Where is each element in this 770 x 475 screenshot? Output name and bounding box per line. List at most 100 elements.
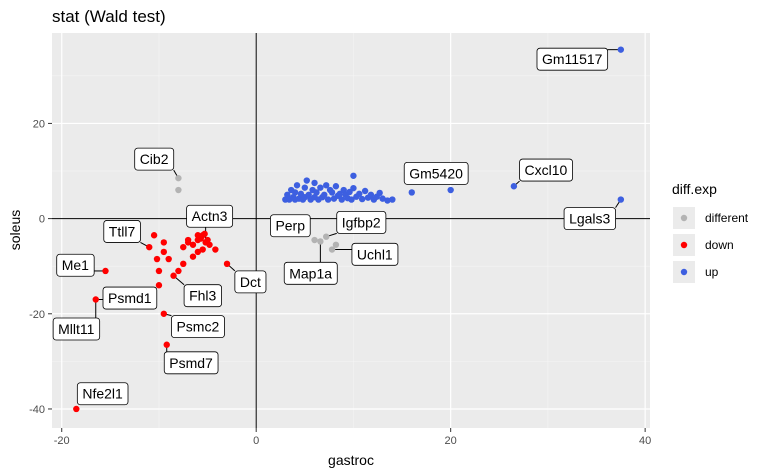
x-axis-title: gastroc [328,452,374,468]
label-box [536,47,609,71]
y-tick-label: -40 [29,404,45,416]
label-perp: Perp [270,214,311,238]
point-down [180,243,187,251]
point-down [102,267,109,275]
label-box [76,382,129,406]
label-text: Actn3 [192,208,228,224]
legend-label-up: up [705,265,719,279]
label-psmc2: Psmc2 [171,315,225,339]
label-nfe2l1: Nfe2l1 [76,382,129,406]
label-box [336,211,387,234]
legend-label-down: down [705,238,734,252]
point-up [350,172,357,179]
y-tick-label: 0 [39,214,45,226]
point-down [189,253,197,260]
point-up [367,191,375,199]
x-tick-label: 0 [253,435,259,447]
label-psmd1: Psmd1 [102,286,158,310]
point-down [206,241,213,248]
point-down [150,232,158,239]
y-axis-title: soleus [7,210,23,250]
point-down [165,255,172,263]
label-psmd7: Psmd7 [163,351,219,375]
point-down [163,341,170,348]
label-text: Ttll7 [109,223,136,239]
chart-title: stat (Wald test) [52,7,166,26]
label-box [403,161,469,185]
label-box [351,242,399,266]
point-down [223,260,231,268]
label-text: Dct [240,274,261,290]
point-labels: Gm11517 Cib2 Gm5420 Cxcl10 Lgals3 Actn3 Perp Ig… [52,47,616,406]
point-down [194,248,202,256]
point-different [317,238,324,245]
label-text: Lgals3 [569,211,610,227]
label-cib2: Cib2 [134,147,175,171]
label-text: Psmd1 [108,290,152,306]
label-box [183,284,222,308]
label-igfbp2: Igfbp2 [336,211,387,234]
point-up [356,190,363,198]
point-different [328,246,336,253]
label-lgals3: Lgals3 [563,207,616,231]
label-actn3: Actn3 [186,204,234,228]
point-up [408,189,415,196]
point-up [617,196,625,203]
label-fhl3: Fhl3 [183,284,222,308]
point-down [155,267,163,275]
legend-label-different: different [705,211,749,225]
label-text: Nfe2l1 [82,386,123,402]
label-box [270,214,311,238]
point-up [321,191,328,199]
point-up [389,196,396,203]
label-box [283,261,338,285]
point-up [311,179,318,187]
label-text: Psmc2 [176,319,219,335]
point-up [510,183,518,190]
label-text: Cxcl10 [525,162,568,178]
x-tick-label: -20 [54,435,70,447]
point-different [332,241,340,248]
point-different [311,236,318,244]
data-points [73,46,625,413]
point-down [180,260,187,268]
point-up [291,189,299,196]
point-up [317,184,324,191]
label-box [134,147,175,171]
label-text: Map1a [289,265,332,281]
label-text: Fhl3 [189,288,216,304]
point-up [379,195,386,202]
y-tick-label: -20 [29,309,45,321]
label-box [56,253,95,277]
point-up [332,183,340,190]
label-dct: Dct [234,270,267,294]
point-down [160,310,168,317]
point-down [155,282,163,289]
point-down [73,405,80,413]
point-down [146,243,153,251]
point-down [175,267,182,275]
label-gm11517: Gm11517 [536,47,609,71]
point-up [376,189,383,197]
point-down [170,272,177,279]
label-mllt11: Mllt11 [52,317,101,341]
point-down [201,230,208,238]
point-down [160,248,168,256]
label-text: Uchl1 [357,246,393,262]
label-text: Gm5420 [409,165,463,181]
point-down [212,246,219,253]
label-box [103,220,141,243]
point-down [189,241,197,248]
point-up [617,46,625,53]
label-ttll7: Ttll7 [103,220,141,243]
label-gm5420: Gm5420 [403,161,469,185]
label-text: Cib2 [140,151,169,167]
label-box [519,158,573,182]
label-box [163,351,219,375]
legend-title: diff.exp [672,181,717,197]
label-map1a: Map1a [283,261,338,285]
point-up [324,196,332,203]
label-box [52,317,101,341]
point-down [160,239,168,246]
